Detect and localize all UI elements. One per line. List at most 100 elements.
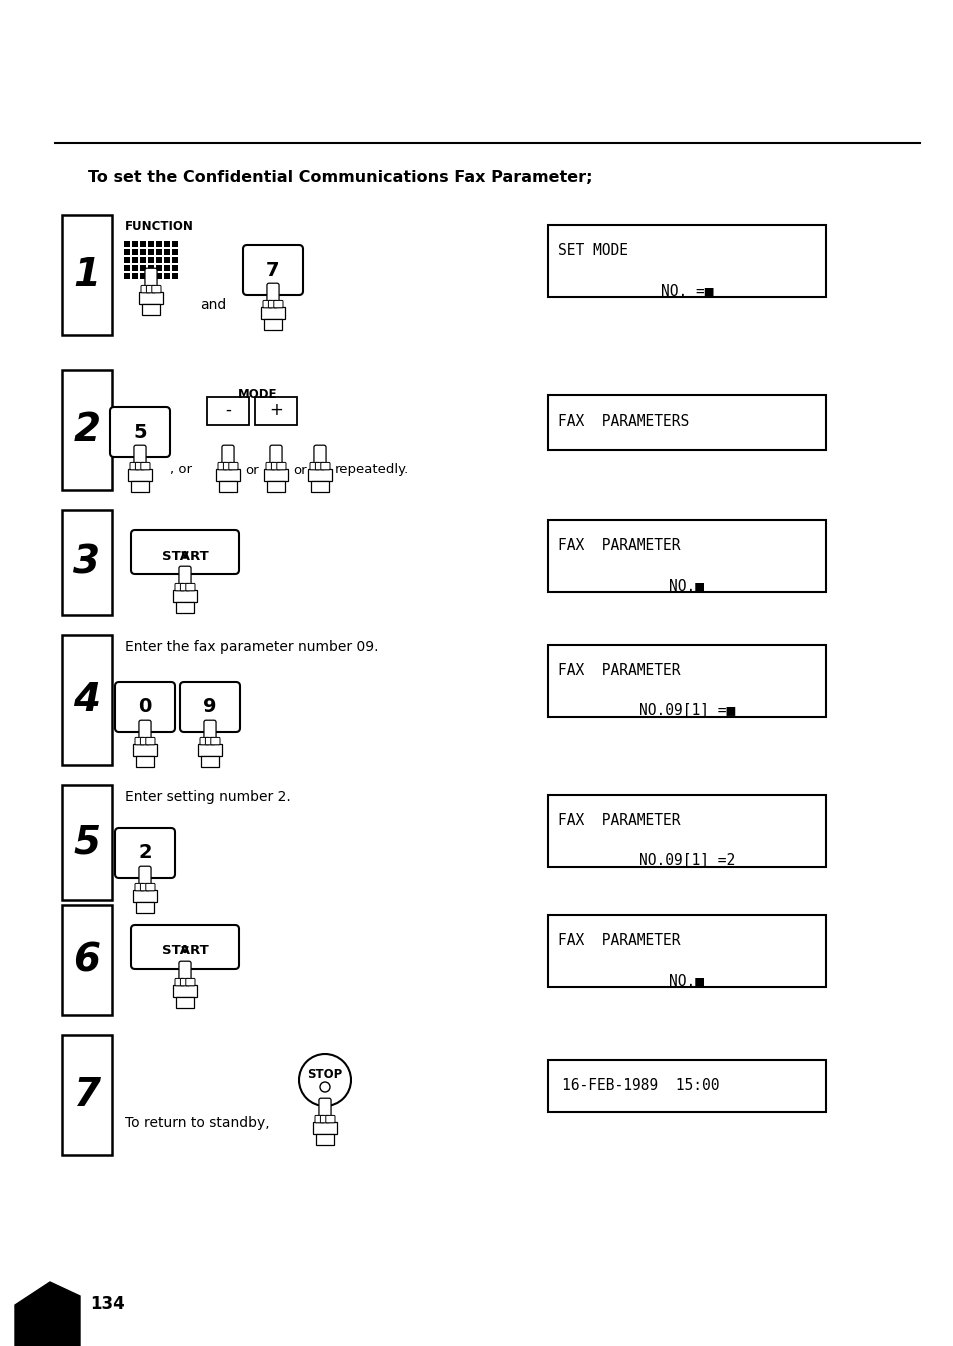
Bar [156,249,162,254]
Text: 4: 4 [73,681,100,719]
Bar [148,273,153,279]
FancyBboxPatch shape [315,463,324,470]
Bar [136,756,153,767]
Bar [62,785,112,900]
Text: 1: 1 [73,256,100,293]
Bar [136,902,153,913]
FancyBboxPatch shape [326,1116,335,1123]
Bar [207,397,249,425]
FancyBboxPatch shape [139,867,151,892]
Bar [62,1035,112,1155]
Bar [264,319,282,330]
Bar [124,265,130,271]
Text: NO. =■: NO. =■ [660,283,713,297]
FancyBboxPatch shape [270,446,282,471]
Text: NO.■: NO.■ [669,577,703,594]
FancyBboxPatch shape [133,446,146,471]
FancyBboxPatch shape [174,583,184,591]
Text: To return to standby,: To return to standby, [125,1116,270,1131]
Bar [172,265,178,271]
Bar [131,482,149,493]
Bar [62,635,112,765]
Bar [62,510,112,615]
Bar [148,265,153,271]
Bar [156,273,162,279]
FancyBboxPatch shape [141,285,150,293]
Text: 9: 9 [203,697,216,716]
Text: repeatedly.: repeatedly. [335,463,409,476]
Polygon shape [15,1281,80,1346]
FancyBboxPatch shape [205,738,214,744]
FancyBboxPatch shape [320,463,330,470]
Text: Enter the fax parameter number 09.: Enter the fax parameter number 09. [125,639,378,654]
FancyBboxPatch shape [243,245,303,295]
Circle shape [298,1054,351,1106]
FancyBboxPatch shape [146,883,154,891]
FancyBboxPatch shape [218,463,227,470]
Text: 2: 2 [138,844,152,863]
Bar [132,249,138,254]
Bar [261,307,284,319]
Text: 7: 7 [266,261,279,280]
Text: FAX  PARAMETER: FAX PARAMETER [558,933,679,948]
FancyBboxPatch shape [318,1098,331,1124]
Text: FAX  PARAMETERS: FAX PARAMETERS [558,415,688,429]
Text: STOP: STOP [307,1069,342,1081]
Text: 134: 134 [90,1295,125,1312]
Bar [140,265,146,271]
Bar [547,225,825,297]
Bar [156,257,162,262]
FancyBboxPatch shape [271,463,280,470]
FancyBboxPatch shape [267,283,279,308]
Bar [133,890,156,902]
Bar [124,273,130,279]
Bar [173,985,196,997]
Bar [148,241,153,248]
Text: +: + [269,401,283,419]
Bar [132,257,138,262]
Text: FAX  PARAMETER: FAX PARAMETER [558,538,679,553]
Text: NO.■: NO.■ [669,973,703,988]
Bar [311,482,329,493]
FancyBboxPatch shape [152,285,161,293]
Bar [132,241,138,248]
Text: FAX  PARAMETER: FAX PARAMETER [558,813,679,828]
FancyBboxPatch shape [146,738,154,744]
FancyBboxPatch shape [200,738,209,744]
FancyBboxPatch shape [263,300,272,308]
FancyBboxPatch shape [180,979,190,985]
FancyBboxPatch shape [180,682,240,732]
Bar [313,1121,336,1135]
Bar [547,645,825,717]
Bar [164,249,170,254]
Bar [156,241,162,248]
Bar [124,257,130,262]
Bar [133,744,156,756]
Bar [148,257,153,262]
Bar [62,370,112,490]
FancyBboxPatch shape [139,720,151,746]
FancyBboxPatch shape [223,463,233,470]
Bar [148,249,153,254]
Bar [547,394,825,450]
FancyBboxPatch shape [131,925,239,969]
Text: MODE: MODE [238,388,277,401]
FancyBboxPatch shape [310,463,319,470]
Text: FUNCTION: FUNCTION [125,219,193,233]
Bar [547,520,825,592]
Bar [124,249,130,254]
Text: 3: 3 [73,544,100,581]
Bar [267,482,285,493]
FancyBboxPatch shape [145,268,157,293]
Bar [172,273,178,279]
FancyBboxPatch shape [146,285,155,293]
FancyBboxPatch shape [222,446,233,471]
Bar [198,744,221,756]
Bar [216,468,239,482]
Bar [219,482,236,493]
Bar [175,997,193,1008]
Bar [264,468,288,482]
Text: NO.09[1] =■: NO.09[1] =■ [639,703,735,717]
Bar [140,241,146,248]
Bar [172,241,178,248]
